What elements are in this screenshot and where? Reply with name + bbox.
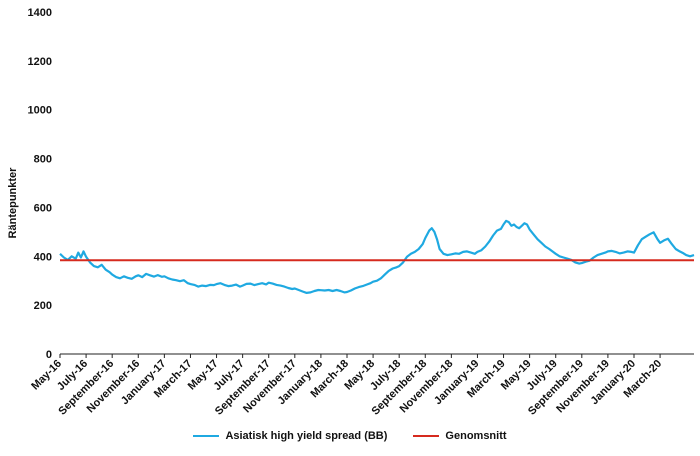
legend-item-series: Asiatisk high yield spread (BB) <box>193 430 387 442</box>
series-lines <box>59 219 695 294</box>
legend-label-average: Genomsnitt <box>445 430 507 442</box>
y-tick-label: 800 <box>34 154 52 166</box>
legend-label-series: Asiatisk high yield spread (BB) <box>225 430 388 442</box>
y-tick-label: 0 <box>46 349 52 361</box>
y-tick-label: 400 <box>34 251 52 263</box>
y-tick-label: 1000 <box>28 105 52 117</box>
y-axis-label: Räntepunkter <box>7 167 19 239</box>
y-tick-label: 600 <box>34 202 52 214</box>
chart: 0200400600800100012001400May-16July-16Se… <box>7 7 695 418</box>
y-tick-label: 200 <box>34 300 52 312</box>
legend-swatch-average <box>413 435 440 437</box>
legend-item-average: Genomsnitt <box>413 430 507 442</box>
y-tick-label: 1400 <box>28 7 52 19</box>
legend: Asiatisk high yield spread (BB) Genomsni… <box>0 430 700 442</box>
legend-swatch-series <box>193 435 220 437</box>
y-tick-label: 1200 <box>28 56 52 68</box>
axes: 0200400600800100012001400May-16July-16Se… <box>28 7 694 418</box>
series-line-spread <box>59 219 695 294</box>
